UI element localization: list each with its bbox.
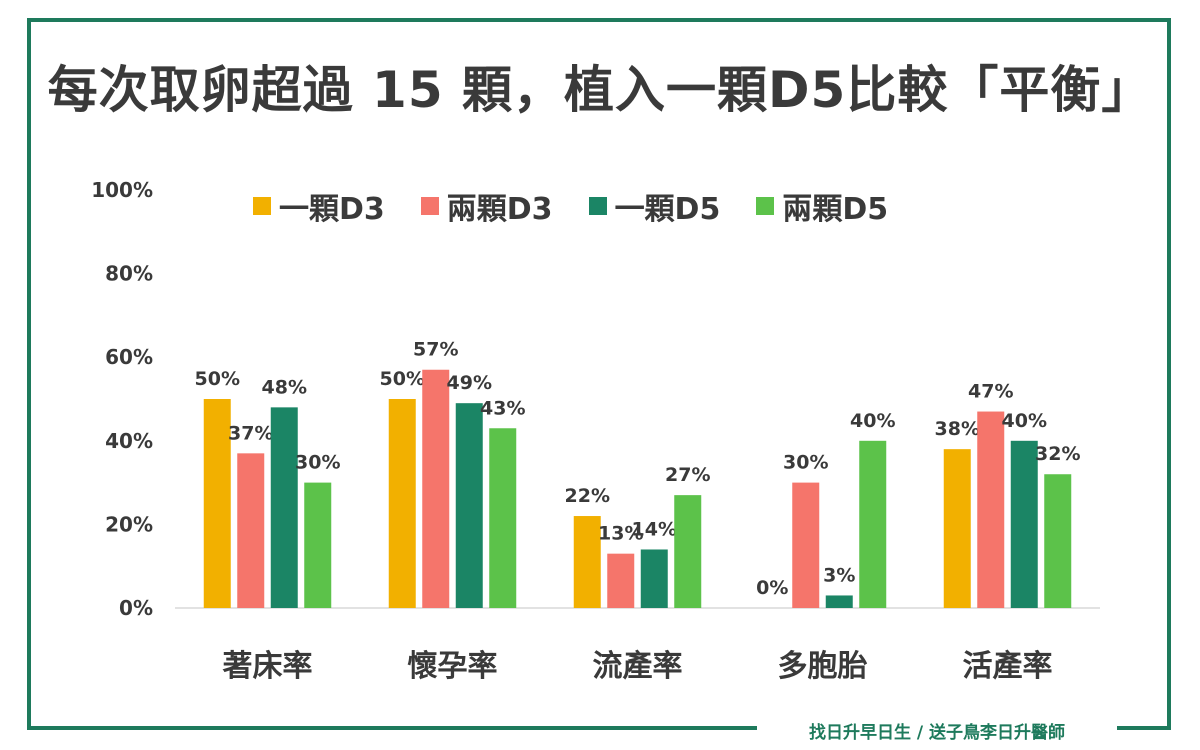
legend-label: 一顆D5 [614, 192, 721, 227]
data-label: 50% [380, 368, 425, 390]
footer-credit: 找日升早日生 / 送子鳥李日升醫師 [808, 722, 1066, 743]
legend-item-1-d5-single: 一顆D5 [588, 184, 721, 228]
data-label: 47% [968, 381, 1013, 403]
bar [607, 553, 635, 608]
footer-area: 找日升早日生 / 送子鳥李日升醫師 [757, 714, 1117, 746]
bar [270, 407, 298, 608]
y-tick-label: 20% [105, 512, 153, 536]
data-label: 40% [850, 410, 895, 432]
legend-label: 兩顆D3 [446, 192, 553, 227]
bar [859, 440, 887, 608]
x-tick-label: 活產率 [963, 649, 1053, 684]
bar [943, 449, 971, 608]
y-tick-label: 60% [105, 345, 153, 369]
legend-item-2-d3-double: 兩顆D3 [420, 184, 553, 228]
y-tick-label: 0% [119, 596, 153, 620]
bar [1010, 440, 1038, 608]
legend: 一顆D3 兩顆D3 一顆D5 兩顆D5 [253, 188, 924, 227]
data-label: 3% [823, 564, 855, 586]
bar [388, 399, 416, 608]
data-label: 48% [262, 376, 307, 398]
data-label: 0% [756, 577, 788, 599]
legend-swatch [756, 197, 775, 215]
data-label: 40% [1002, 410, 1047, 432]
data-label: 30% [783, 452, 828, 474]
bar [237, 453, 265, 608]
data-label: 22% [565, 485, 610, 507]
data-label: 38% [935, 418, 980, 440]
data-label: 57% [413, 339, 458, 361]
data-label: 27% [665, 464, 710, 486]
data-label: 49% [447, 372, 492, 394]
data-label: 50% [195, 368, 240, 390]
bar [640, 549, 668, 608]
bar [455, 403, 483, 608]
data-label: 30% [295, 452, 340, 474]
data-label: 43% [480, 397, 525, 419]
bar [825, 595, 853, 608]
bar [304, 482, 332, 608]
data-label: 13% [598, 523, 643, 545]
x-tick-label: 著床率 [223, 649, 313, 684]
legend-swatch [588, 197, 607, 215]
legend-swatch [253, 197, 271, 215]
y-tick-label: 100% [91, 178, 153, 202]
bar [489, 428, 517, 608]
x-tick-label: 懷孕率 [408, 649, 498, 684]
bar [792, 482, 820, 608]
legend-label: 一顆D3 [279, 192, 385, 227]
bar [422, 369, 450, 608]
legend-swatch [420, 197, 439, 215]
data-label: 32% [1035, 443, 1080, 465]
x-tick-label: 流產率 [593, 649, 683, 684]
legend-item-2-d5-double: 兩顆D5 [756, 184, 888, 228]
bar [977, 411, 1005, 608]
chart-frame [27, 18, 1171, 730]
legend-label: 兩顆D5 [782, 192, 889, 227]
bar [1044, 474, 1072, 608]
bar [573, 516, 601, 608]
data-label: 14% [632, 518, 677, 540]
chart-title: 每次取卵超過 15 顆，植入一顆D5比較「平衡」 [47, 61, 1153, 119]
x-tick-label: 多胞胎 [778, 649, 868, 684]
data-label: 37% [228, 422, 273, 444]
y-tick-label: 80% [105, 262, 153, 286]
bar [203, 399, 231, 608]
y-tick-label: 40% [105, 429, 153, 453]
legend-item-1-d3-single: 一顆D3 [253, 184, 385, 228]
bar [674, 495, 702, 608]
